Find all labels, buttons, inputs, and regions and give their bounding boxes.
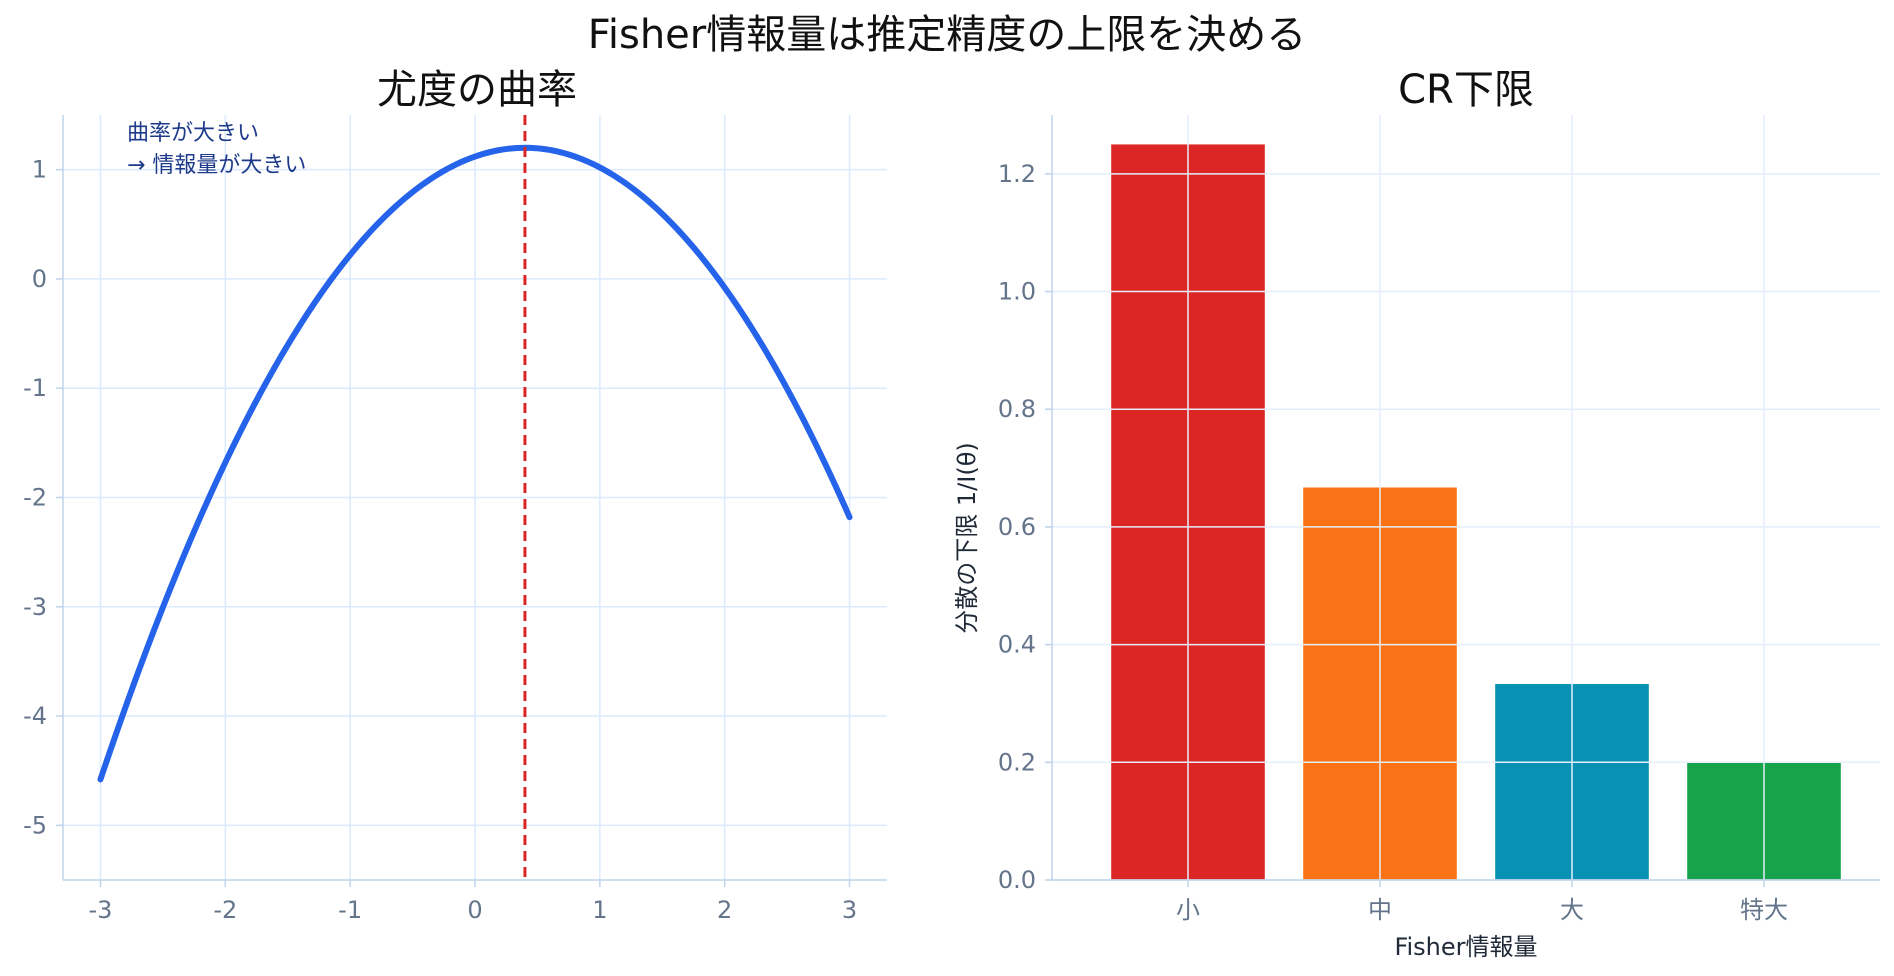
chart1-y-tick-label: -4 bbox=[23, 702, 47, 730]
chart1-x-tick-label: -2 bbox=[213, 896, 237, 924]
chart2-y-tick-label: 0.8 bbox=[998, 395, 1036, 423]
chart2-x-tick-label: 大 bbox=[1560, 896, 1584, 924]
chart1-y-tick-label: 1 bbox=[32, 156, 47, 184]
chart2-y-tick-label: 0.0 bbox=[998, 866, 1036, 894]
chart1-y-tick-label: -2 bbox=[23, 484, 47, 512]
chart2-x-ticks: 小 中 大 特大 bbox=[1176, 880, 1788, 924]
chart1-grid bbox=[63, 115, 887, 880]
chart1-plot-area bbox=[97, 115, 853, 880]
figure-suptitle: Fisher情報量は推定精度の上限を決める bbox=[588, 12, 1306, 58]
likelihood-curve bbox=[97, 144, 853, 783]
likelihood-curvature-chart: 尤度の曲率 -3 -2 -1 0 1 2 3 -5 -4 -3 -2 -1 0 1 曲率が大きい → 情… bbox=[23, 67, 887, 924]
chart2-x-axis-label: Fisher情報量 bbox=[1394, 933, 1537, 961]
chart1-x-tick-label: -3 bbox=[88, 896, 112, 924]
chart1-x-ticks: -3 -2 -1 0 1 2 3 bbox=[88, 880, 857, 924]
chart1-x-tick-label: 3 bbox=[842, 896, 857, 924]
chart2-title: CR下限 bbox=[1398, 67, 1534, 113]
cr-bound-chart: CR下限 小 中 大 特大 0.0 0.2 0.4 0.6 0.8 1.0 1.2 Fisher情… bbox=[953, 67, 1880, 961]
chart2-y-tick-label: 1.0 bbox=[998, 278, 1036, 306]
chart1-x-tick-label: 1 bbox=[592, 896, 607, 924]
chart1-title: 尤度の曲率 bbox=[377, 67, 577, 113]
chart1-y-ticks: -5 -4 -3 -2 -1 0 1 bbox=[23, 156, 63, 839]
chart1-y-tick-label: 0 bbox=[32, 265, 47, 293]
chart2-x-tick-label: 特大 bbox=[1740, 896, 1788, 924]
chart1-x-tick-label: -1 bbox=[338, 896, 362, 924]
curvature-note-line1: 曲率が大きい bbox=[127, 121, 259, 146]
chart2-y-tick-label: 0.6 bbox=[998, 513, 1036, 541]
chart1-y-tick-label: -1 bbox=[23, 374, 47, 402]
chart1-x-tick-label: 0 bbox=[467, 896, 482, 924]
chart2-y-axis-label: 分散の下限 1/I(θ) bbox=[953, 442, 981, 633]
chart1-x-tick-label: 2 bbox=[717, 896, 732, 924]
chart2-y-ticks: 0.0 0.2 0.4 0.6 0.8 1.0 1.2 bbox=[998, 160, 1052, 894]
chart1-y-tick-label: -5 bbox=[23, 811, 47, 839]
chart2-x-tick-label: 中 bbox=[1368, 896, 1392, 924]
chart2-spines bbox=[1051, 115, 1880, 881]
chart1-y-tick-label: -3 bbox=[23, 593, 47, 621]
chart2-y-tick-label: 0.4 bbox=[998, 631, 1036, 659]
chart2-bars bbox=[1111, 144, 1841, 880]
chart2-x-tick-label: 小 bbox=[1176, 896, 1200, 924]
chart2-y-tick-label: 1.2 bbox=[998, 160, 1036, 188]
chart2-y-tick-label: 0.2 bbox=[998, 748, 1036, 776]
curvature-note-line2: → 情報量が大きい bbox=[127, 153, 306, 178]
